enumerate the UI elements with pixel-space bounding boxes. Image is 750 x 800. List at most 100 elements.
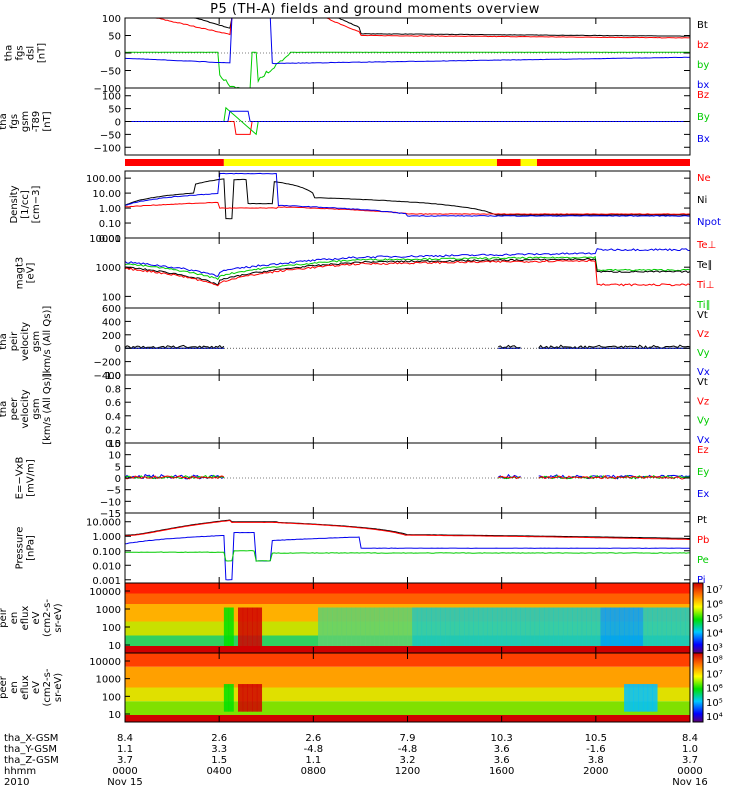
spec-col-8-61 [412, 607, 418, 646]
series-line-Ez-6-0 [125, 475, 225, 480]
legend-efield-1: Ey [697, 467, 709, 478]
panel-frame-peir-velocity [124, 307, 691, 376]
ephem-value-3-3: 1200 [395, 766, 420, 777]
ephem-value-0-1: 2.6 [211, 733, 227, 744]
ytick-fgs-dsl-1: 50 [108, 32, 121, 43]
spec-col-8-80 [501, 607, 507, 646]
spec-col-8-44 [332, 607, 338, 646]
legend-pressure-0: Pt [697, 515, 707, 526]
spec-col-8-89 [544, 607, 550, 646]
ephem-label-4: 2010 [4, 777, 29, 788]
ylabel-density-1: [1/cc] [20, 190, 31, 219]
series-line-Bz-1-0 [125, 121, 690, 135]
series-line-bx-0-0 [125, 18, 690, 65]
spec-col-8-70 [454, 607, 460, 646]
spec-col-8-27 [252, 607, 258, 646]
mode-bar-segment-4 [536, 159, 690, 166]
ytick-fgs-dsl-4: −100 [94, 84, 121, 95]
series-line-Pb-7-0 [125, 519, 690, 540]
ephem-value-2-1: 1.5 [211, 755, 227, 766]
ytick-temperature-0: 10000 [89, 234, 121, 245]
ephemeris-layer: tha_X-GSM 8.4 2.6 2.6 7.9 10.3 10.5 8.4 tha_Y-GS… [4, 733, 708, 788]
ytick-peer-velocity-3: 0.4 [105, 412, 121, 423]
spec-col-8-103 [609, 607, 616, 646]
ytick-peer-velocity-0: 1.0 [105, 371, 121, 382]
spec-col-8-85 [525, 607, 531, 646]
spec-col-8-69 [449, 607, 456, 646]
series-line-Npot-2-0 [125, 172, 690, 217]
series-line-Pi-7-0 [125, 531, 690, 581]
spec-col-8-90 [548, 607, 554, 646]
spec-col-8-58 [398, 607, 404, 646]
ytick-fgs-gsm-2: 0 [115, 118, 121, 129]
ytick-peer-velocity-4: 0.2 [105, 425, 121, 436]
ylabel-peer-spec-3: eflux [20, 675, 31, 700]
ytick-peir-velocity-1: 400 [102, 317, 121, 328]
ylabel-fgs-dsl-1: fgs [15, 45, 26, 60]
ephem-value-3-5: 2000 [583, 766, 608, 777]
spec-col-8-67 [440, 607, 446, 646]
legend-density-1: Ni [697, 195, 707, 206]
legend-fgs-dsl-1: bz [697, 40, 709, 51]
ylabel-peir-velocity-4: [km/s (All Qs)] [42, 306, 53, 378]
colorbar-label-peer-spec-4: 10⁴ [706, 712, 723, 723]
spec-col-8-74 [473, 607, 479, 646]
ephem-label-3: hhmm [4, 766, 36, 777]
spec-col-8-77 [487, 607, 493, 646]
series-line-bz-0-0 [125, 18, 690, 39]
spec-col-8-118 [680, 607, 686, 646]
ephem-value-2-5: 3.8 [588, 755, 604, 766]
ylabel-fgs-gsm-0: tha [0, 113, 9, 129]
mode-bar-segment-2 [496, 159, 521, 166]
series-line-Ti⊥-3-0 [125, 259, 690, 287]
spec-col-8-62 [416, 607, 423, 646]
ylabel-peir-velocity-1: peir [9, 331, 20, 351]
spec-col-8-73 [468, 607, 474, 646]
spec-col-9-24 [238, 684, 244, 712]
colorbar-peir-spec [692, 582, 704, 654]
ylabel-peer-velocity-3: gsm [31, 398, 42, 419]
ylabel-pressure-0: Pressure [15, 527, 26, 570]
series-line-Ti∥-3-0 [125, 255, 690, 281]
spec-col-8-56 [388, 607, 394, 646]
spec-col-8-42 [322, 607, 328, 646]
spec-col-8-101 [600, 607, 606, 646]
spec-col-8-88 [539, 607, 545, 646]
ytick-peer-spec-1: 1000 [96, 675, 121, 686]
ytick-fgs-dsl-2: 0 [115, 49, 121, 60]
spec-col-8-97 [581, 607, 587, 646]
legend-pressure-3: Pi [697, 575, 706, 586]
ephem-value-4-6: Nov 16 [672, 777, 707, 788]
ephem-value-1-2: -4.8 [304, 744, 324, 755]
spec-col-8-51 [365, 607, 371, 646]
ephem-value-3-4: 1600 [489, 766, 514, 777]
ephem-value-3-2: 0800 [301, 766, 326, 777]
ytick-peer-velocity-1: 0.8 [105, 385, 121, 396]
legend-density-0: Ne [697, 173, 711, 184]
ylabel-peer-velocity-0: tha [0, 401, 9, 417]
colorbar-label-peer-spec-0: 10⁸ [706, 655, 723, 666]
spec-col-8-46 [341, 607, 347, 646]
ephem-value-2-6: 3.7 [682, 755, 698, 766]
spec-col-8-52 [369, 607, 376, 646]
ytick-fgs-gsm-1: 50 [108, 105, 121, 116]
legend-peer-velocity-1: Vz [697, 396, 709, 407]
ephem-value-0-2: 2.6 [305, 733, 321, 744]
legend-fgs-dsl-3: bx [697, 80, 709, 91]
ytick-density-3: 0.10 [99, 219, 121, 230]
spec-col-8-57 [393, 607, 399, 646]
spec-col-8-84 [520, 607, 526, 646]
ephem-label-1: tha_Y-GSM [4, 744, 57, 755]
ytick-temperature-2: 100 [102, 292, 121, 303]
spec-col-8-108 [633, 607, 639, 646]
spec-col-9-27 [252, 684, 258, 712]
spec-col-8-50 [360, 607, 366, 646]
mode-bar-segment-1 [223, 159, 497, 166]
ephem-value-0-5: 10.5 [585, 733, 607, 744]
spec-col-8-75 [478, 607, 484, 646]
legend-pressure-1: Pb [697, 535, 709, 546]
ylabel-peer-spec-2: en [9, 681, 20, 694]
series-line-Vt-4-2 [538, 344, 690, 350]
spec-col-8-28 [256, 607, 263, 646]
spec-col-8-91 [553, 607, 559, 646]
